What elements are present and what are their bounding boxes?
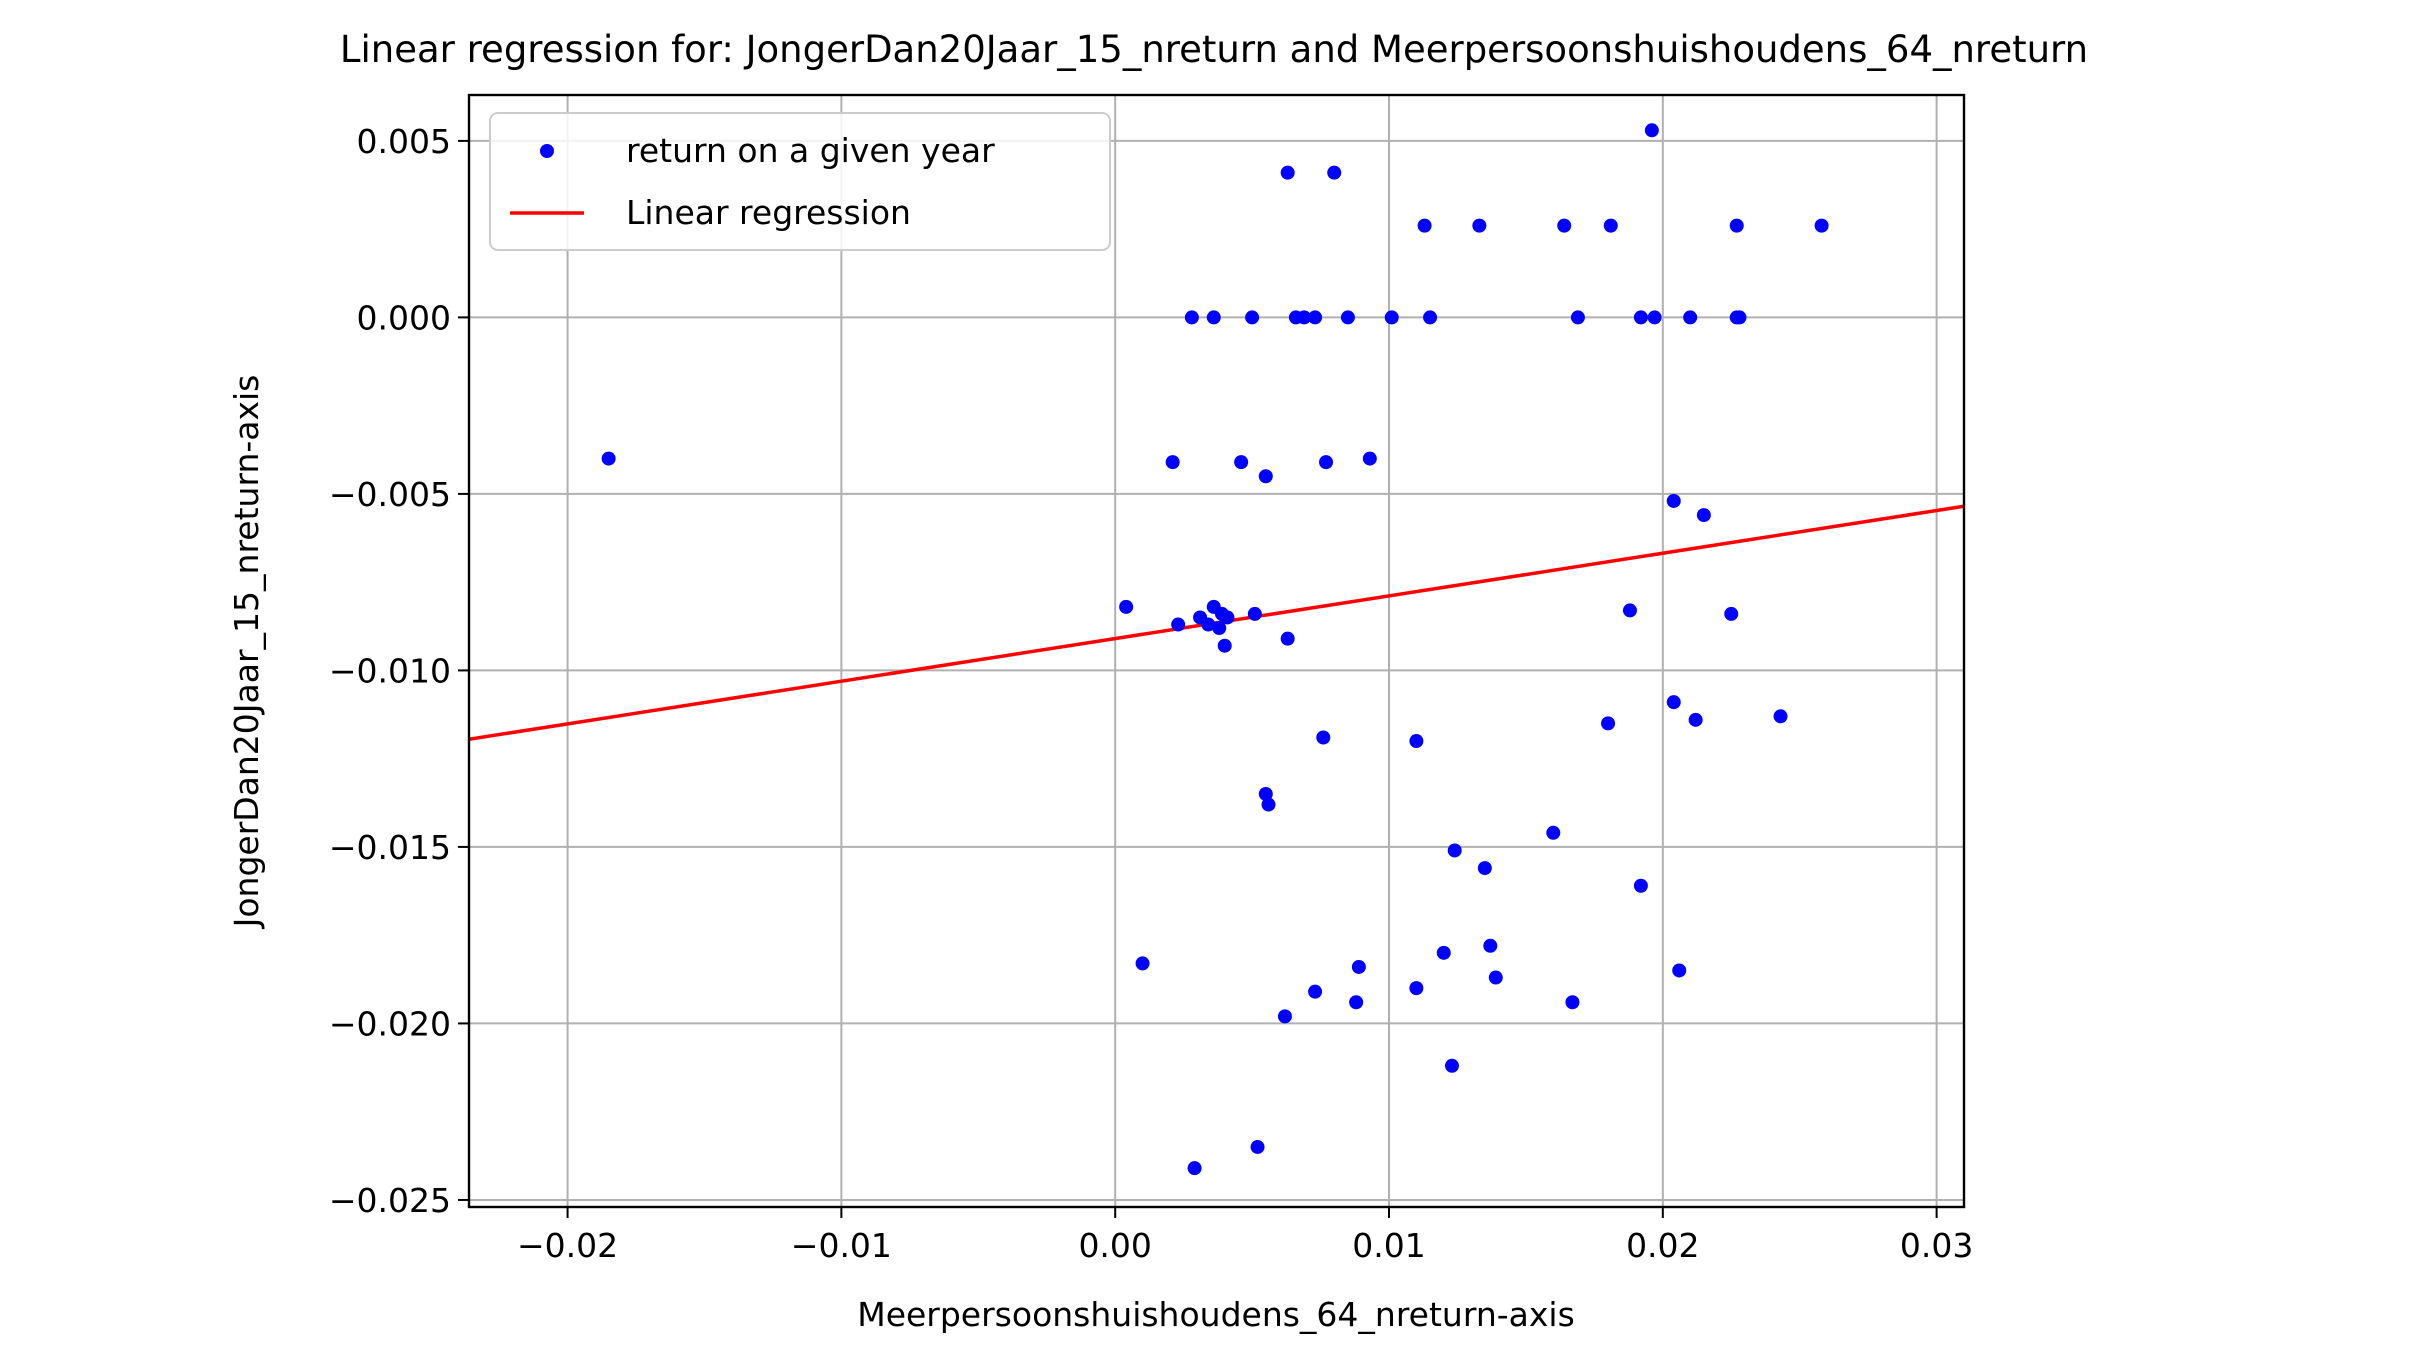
legend-label-scatter: return on a given year [626, 131, 995, 170]
data-point [1724, 606, 1739, 621]
data-point [1633, 878, 1648, 893]
data-point [1206, 310, 1221, 325]
data-point [1187, 1161, 1202, 1176]
data-point [1308, 310, 1323, 325]
data-point [1409, 734, 1424, 749]
data-point [1696, 508, 1711, 523]
grid [469, 95, 1964, 1207]
data-point [1622, 603, 1637, 618]
data-point [1417, 218, 1432, 233]
data-point [1247, 606, 1262, 621]
data-point [1277, 1009, 1292, 1024]
data-point [1217, 638, 1232, 653]
data-point [1319, 455, 1334, 470]
data-point [1444, 1058, 1459, 1073]
scatter-points [601, 123, 1829, 1176]
data-point [1773, 709, 1788, 724]
data-point [1280, 631, 1295, 646]
data-point [1423, 310, 1438, 325]
data-point [1672, 963, 1687, 978]
x-tick-label: −0.02 [517, 1226, 618, 1265]
data-point [1258, 469, 1273, 484]
data-point [1280, 165, 1295, 180]
data-point [1732, 310, 1747, 325]
data-point [1729, 218, 1744, 233]
x-tick-label: 0.00 [1078, 1226, 1151, 1265]
data-point [1184, 310, 1199, 325]
legend: return on a given year Linear regression [489, 112, 1111, 251]
data-point [1258, 786, 1273, 801]
data-point [1603, 218, 1618, 233]
x-axis-label: Meerpersoonshuishoudens_64_nreturn-axis [857, 1295, 1575, 1334]
legend-marker-scatter [540, 144, 554, 158]
data-point [1119, 599, 1134, 614]
chart-title: Linear regression for: JongerDan20Jaar_1… [340, 28, 2088, 71]
data-point [1351, 959, 1366, 974]
x-tick-label: 0.02 [1626, 1226, 1699, 1265]
x-tick-label: −0.01 [791, 1226, 892, 1265]
data-point [1647, 310, 1662, 325]
data-point [1601, 716, 1616, 731]
y-tick-label: −0.020 [329, 1004, 451, 1043]
data-point [1477, 861, 1492, 876]
y-tick-label: 0.005 [357, 122, 451, 161]
data-point [1340, 310, 1355, 325]
data-point [1316, 730, 1331, 745]
y-axis-ticks: 0.005 0.000 −0.005 −0.010 −0.015 −0.020 −0.025 [329, 122, 469, 1220]
data-point [1349, 995, 1364, 1010]
data-point [1308, 984, 1323, 999]
data-point [1447, 843, 1462, 858]
data-point [1666, 493, 1681, 508]
x-tick-label: 0.03 [1900, 1226, 1973, 1265]
data-point [1814, 218, 1829, 233]
data-point [1362, 451, 1377, 466]
data-point [1472, 218, 1487, 233]
data-point [1234, 455, 1249, 470]
plot-frame [467, 93, 1966, 1209]
data-point [1488, 970, 1503, 985]
data-point [1565, 995, 1580, 1010]
data-point [1546, 825, 1561, 840]
data-point [601, 451, 616, 466]
legend-label-line: Linear regression [626, 193, 911, 232]
data-point [1297, 310, 1312, 325]
y-tick-label: 0.000 [357, 298, 451, 337]
y-tick-label: −0.010 [329, 651, 451, 690]
legend-box [489, 112, 1111, 251]
data-point [1220, 610, 1235, 625]
data-point [1644, 123, 1659, 138]
data-point [1165, 455, 1180, 470]
y-tick-label: −0.025 [329, 1181, 451, 1220]
data-point [1483, 938, 1498, 953]
data-point [1633, 310, 1648, 325]
data-point [1135, 956, 1150, 971]
data-point [1570, 310, 1585, 325]
data-point [1557, 218, 1572, 233]
data-point [1666, 695, 1681, 710]
data-point [1409, 981, 1424, 996]
data-point [1688, 712, 1703, 727]
y-tick-label: −0.005 [329, 475, 451, 514]
data-point [1683, 310, 1698, 325]
data-point [1212, 621, 1227, 636]
data-point [1327, 165, 1342, 180]
x-axis-ticks: −0.02 −0.01 0.00 0.01 0.02 0.03 [517, 1207, 1973, 1265]
data-point [1245, 310, 1260, 325]
data-point [1384, 310, 1399, 325]
data-point [1201, 617, 1216, 632]
data-point [1250, 1139, 1265, 1154]
data-point [1436, 945, 1451, 960]
data-point [1261, 797, 1276, 812]
x-tick-label: 0.01 [1352, 1226, 1425, 1265]
y-axis-label: JongerDan20Jaar_15_nreturn-axis [227, 375, 266, 930]
y-tick-label: −0.015 [329, 828, 451, 867]
data-point [1171, 617, 1186, 632]
